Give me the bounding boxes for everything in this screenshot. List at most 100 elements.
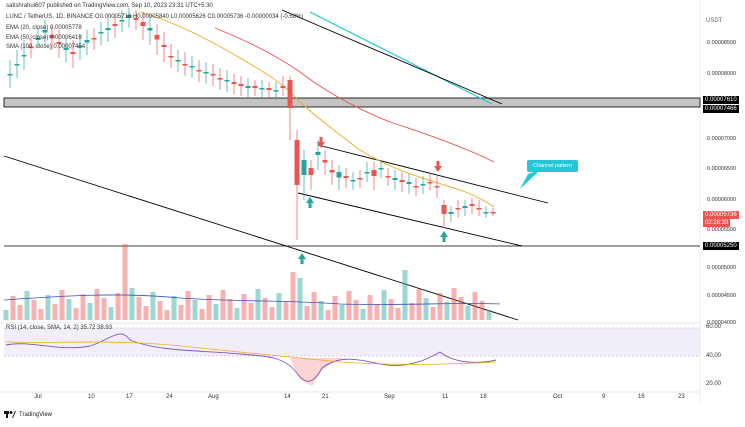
rsi-legend[interactable]: RSI (14, close, SMA, 14, 2) 35.72 38.93 bbox=[6, 325, 113, 331]
volume-bar bbox=[143, 306, 149, 320]
symbol-info[interactable]: LUNC / TetherUS, 1D, BINANCE O0.00005716… bbox=[6, 14, 304, 20]
candle-body bbox=[413, 186, 419, 188]
volume-bar bbox=[227, 299, 233, 320]
candle-body bbox=[357, 178, 363, 180]
candle-body bbox=[140, 22, 146, 26]
volume-bar bbox=[234, 308, 240, 320]
date-tick: Sep bbox=[384, 394, 395, 400]
volume-bar bbox=[353, 300, 359, 320]
date-tick: 21 bbox=[322, 394, 329, 400]
candle-body bbox=[238, 84, 244, 86]
support-tag: 0.00005250 bbox=[703, 242, 739, 250]
candle-body bbox=[168, 56, 174, 58]
date-tick: 23 bbox=[678, 394, 685, 400]
date-tick: 16 bbox=[638, 394, 645, 400]
candle-body bbox=[21, 55, 27, 57]
volume-bar bbox=[262, 298, 268, 320]
date-tick: 14 bbox=[284, 394, 291, 400]
candle-body bbox=[91, 38, 97, 40]
volume-bar bbox=[402, 270, 408, 320]
publisher-line: satishrahul607 published on TradingView.… bbox=[6, 3, 213, 9]
volume-bar bbox=[66, 299, 72, 320]
candle-body bbox=[490, 212, 496, 214]
buy-arrow-icon-stem bbox=[308, 203, 312, 208]
volume-bar bbox=[346, 291, 352, 320]
volume-bar bbox=[31, 300, 37, 320]
candle-body bbox=[455, 208, 461, 210]
volume-bar bbox=[136, 297, 142, 320]
candle-body bbox=[287, 80, 293, 108]
candle-body bbox=[161, 45, 167, 47]
candle-body bbox=[112, 24, 118, 26]
buy-arrow-icon bbox=[306, 197, 314, 203]
volume-bar bbox=[248, 303, 254, 320]
candle-body bbox=[252, 86, 258, 88]
volume-bar bbox=[80, 294, 86, 320]
candle-body bbox=[224, 80, 230, 82]
sell-arrow-icon-stem bbox=[319, 137, 323, 142]
brand-footer[interactable]: TradingView bbox=[4, 411, 52, 418]
volume-bar bbox=[3, 310, 9, 320]
candle-body bbox=[448, 212, 454, 214]
candle-body bbox=[49, 35, 55, 38]
ema50-legend[interactable]: EMA (50, close) 0.00006419 bbox=[6, 35, 82, 41]
sma100-legend[interactable]: SMA (100, close) 0.00007454 bbox=[6, 44, 86, 50]
rsi-tick: 40.00 bbox=[706, 353, 722, 359]
candle-body bbox=[42, 30, 48, 33]
candle-body bbox=[70, 52, 76, 54]
rsi-sma-line bbox=[5, 341, 497, 365]
volume-bar bbox=[276, 293, 282, 320]
date-tick: Aug bbox=[208, 394, 219, 400]
candle-body bbox=[105, 28, 111, 30]
volume-bar bbox=[17, 305, 23, 320]
volume-bar bbox=[115, 293, 121, 320]
candle-body bbox=[182, 64, 188, 66]
sell-arrow-icon bbox=[317, 142, 325, 148]
sell-arrow-icon bbox=[434, 166, 442, 172]
candle-body bbox=[7, 74, 13, 76]
volume-bar bbox=[150, 292, 156, 320]
volume-bar bbox=[87, 303, 93, 320]
volume-bar bbox=[332, 296, 338, 320]
rsi-tick: 20.00 bbox=[706, 381, 722, 387]
volume-bar bbox=[381, 290, 387, 320]
channel-bottom-line bbox=[297, 192, 523, 247]
candle-body bbox=[469, 204, 475, 206]
candle-body bbox=[420, 184, 426, 186]
volume-bar bbox=[213, 304, 219, 320]
candle-body bbox=[406, 182, 412, 184]
candle-body bbox=[63, 48, 69, 50]
candle-body bbox=[336, 172, 342, 178]
channel-pattern-callout[interactable]: Channel pattern bbox=[527, 160, 579, 172]
candle-body bbox=[175, 60, 181, 62]
date-tick: 24 bbox=[166, 394, 173, 400]
candle-body bbox=[133, 18, 139, 20]
buy-arrow-icon-stem bbox=[300, 259, 304, 264]
candle-body bbox=[427, 182, 433, 184]
ema20-legend[interactable]: EMA (20, close) 0.00005778 bbox=[6, 25, 82, 31]
date-tick: 9 bbox=[602, 394, 606, 400]
volume-bar bbox=[171, 296, 177, 320]
candle-body bbox=[56, 42, 62, 44]
price-tick: 0.00004000 bbox=[707, 320, 737, 326]
candle-body bbox=[462, 206, 468, 208]
volume-bar bbox=[59, 290, 65, 320]
date-tick: 18 bbox=[480, 394, 487, 400]
price-tick: 0.00006000 bbox=[707, 197, 737, 203]
date-tick: Oct bbox=[553, 394, 563, 400]
volume-bar bbox=[318, 301, 324, 320]
volume-bar bbox=[360, 309, 366, 320]
candle-body bbox=[196, 70, 202, 72]
date-tick: 10 bbox=[88, 394, 95, 400]
price-tick: 0.00005000 bbox=[707, 265, 737, 271]
candle-body bbox=[77, 46, 83, 48]
candle-body bbox=[364, 172, 370, 174]
volume-bar bbox=[192, 300, 198, 320]
ema50-line bbox=[214, 27, 495, 163]
rsi-tick: 60.00 bbox=[706, 324, 722, 330]
candle-body bbox=[399, 180, 405, 182]
candle-body bbox=[280, 86, 286, 88]
volume-bar bbox=[339, 305, 345, 320]
